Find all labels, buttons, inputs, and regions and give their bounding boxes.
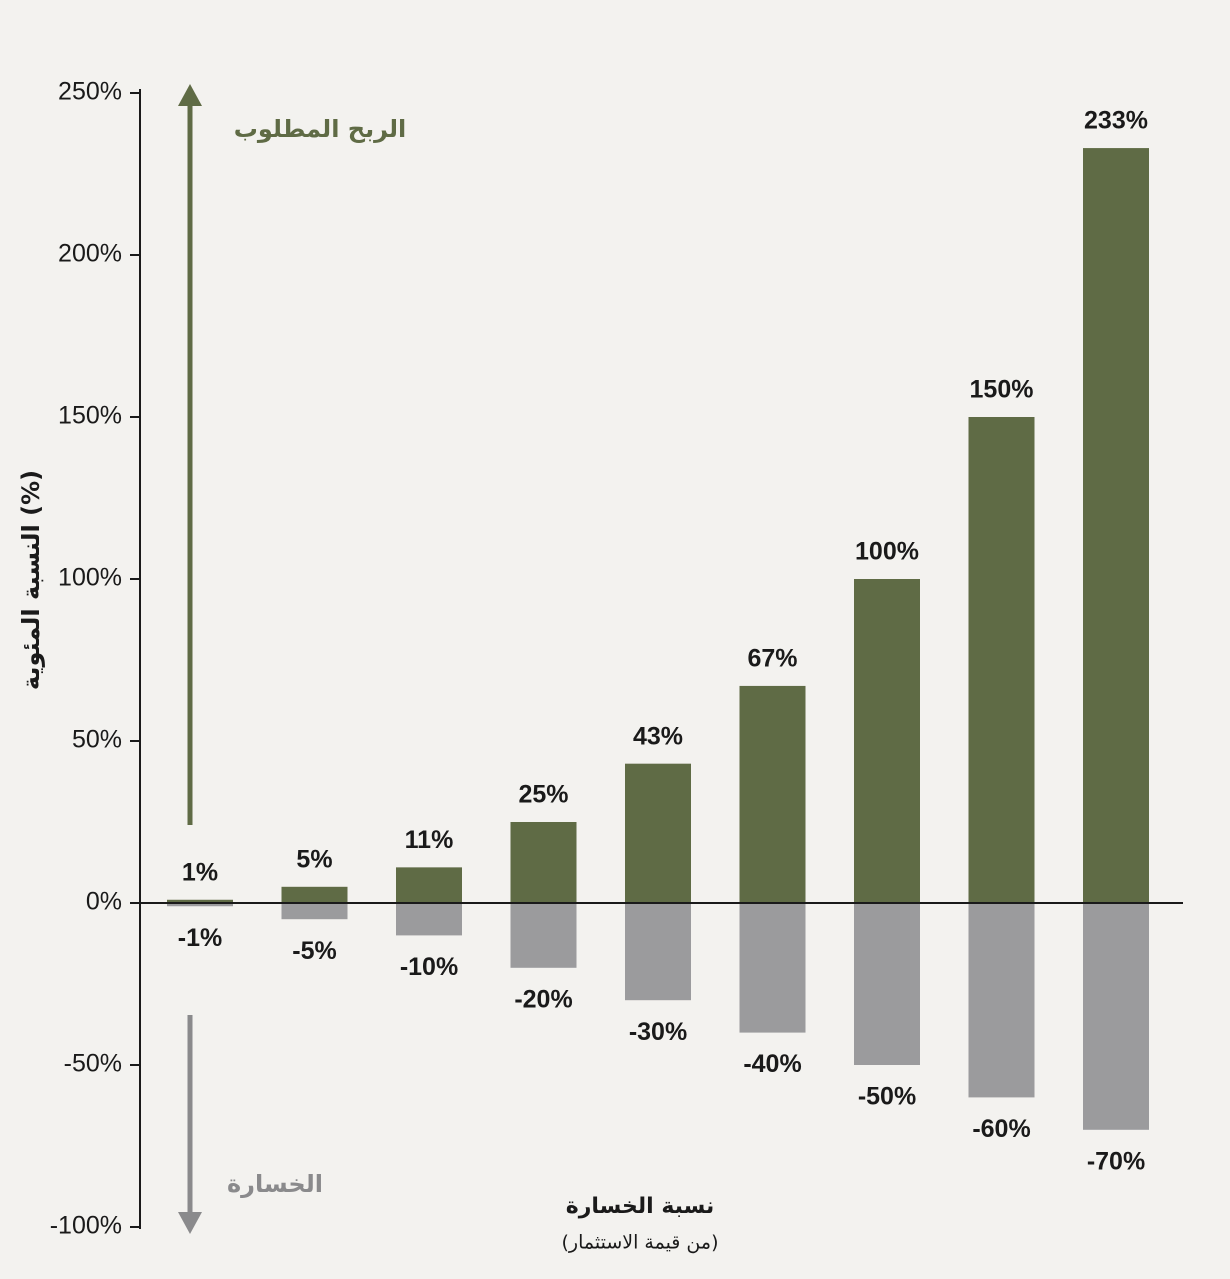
value-label: -30% <box>629 1018 687 1046</box>
value-label: -1% <box>178 924 222 952</box>
bar <box>167 899 233 903</box>
value-label: 67% <box>747 645 797 673</box>
bar <box>1083 148 1149 903</box>
bar <box>739 685 806 903</box>
x-axis-label: نسبة الخسارة <box>566 1194 715 1219</box>
value-label: 233% <box>1084 107 1148 135</box>
bar <box>167 903 233 907</box>
value-label: 43% <box>633 722 683 750</box>
bar <box>396 867 462 903</box>
y-tick-label: 100% <box>58 564 122 592</box>
bar <box>625 903 691 1001</box>
value-label: 100% <box>855 538 919 566</box>
value-label: -70% <box>1087 1147 1145 1175</box>
bar <box>510 903 577 968</box>
y-tick-label: 0% <box>86 888 122 916</box>
gain-annotation: الربح المطلوب <box>234 115 407 143</box>
value-label: -50% <box>858 1083 916 1111</box>
value-label: 150% <box>970 376 1034 404</box>
y-tick-label: 200% <box>58 240 122 268</box>
value-label: 5% <box>296 845 332 873</box>
y-tick-label: 250% <box>58 78 122 106</box>
bar <box>1083 903 1149 1130</box>
value-label: -5% <box>292 937 336 965</box>
bar <box>510 822 577 903</box>
value-label: -10% <box>400 953 458 981</box>
bar <box>968 903 1035 1098</box>
bar <box>854 903 920 1065</box>
gain-arrow-head <box>178 84 202 106</box>
bar <box>854 579 920 903</box>
y-tick-label: -100% <box>50 1212 122 1240</box>
value-label: -40% <box>743 1050 801 1078</box>
bar <box>396 903 462 936</box>
value-label: 1% <box>182 858 218 886</box>
y-tick-label: 50% <box>72 726 122 754</box>
value-label: -60% <box>972 1115 1030 1143</box>
value-label: -20% <box>514 985 572 1013</box>
value-label: 25% <box>518 781 568 809</box>
y-axis-label: النسبة المئوية (%) <box>17 470 45 690</box>
bar <box>739 903 806 1033</box>
bar <box>281 903 348 920</box>
value-label: 11% <box>405 826 454 854</box>
x-axis-subtitle: (من قيمة الاستثمار) <box>561 1232 718 1254</box>
bar <box>281 886 348 903</box>
y-tick-label: 150% <box>58 402 122 430</box>
bar <box>968 417 1035 903</box>
bar <box>625 763 691 903</box>
y-tick-label: -50% <box>64 1050 122 1078</box>
loss-annotation: الخسارة <box>227 1170 323 1198</box>
loss-arrow-head <box>178 1212 202 1234</box>
